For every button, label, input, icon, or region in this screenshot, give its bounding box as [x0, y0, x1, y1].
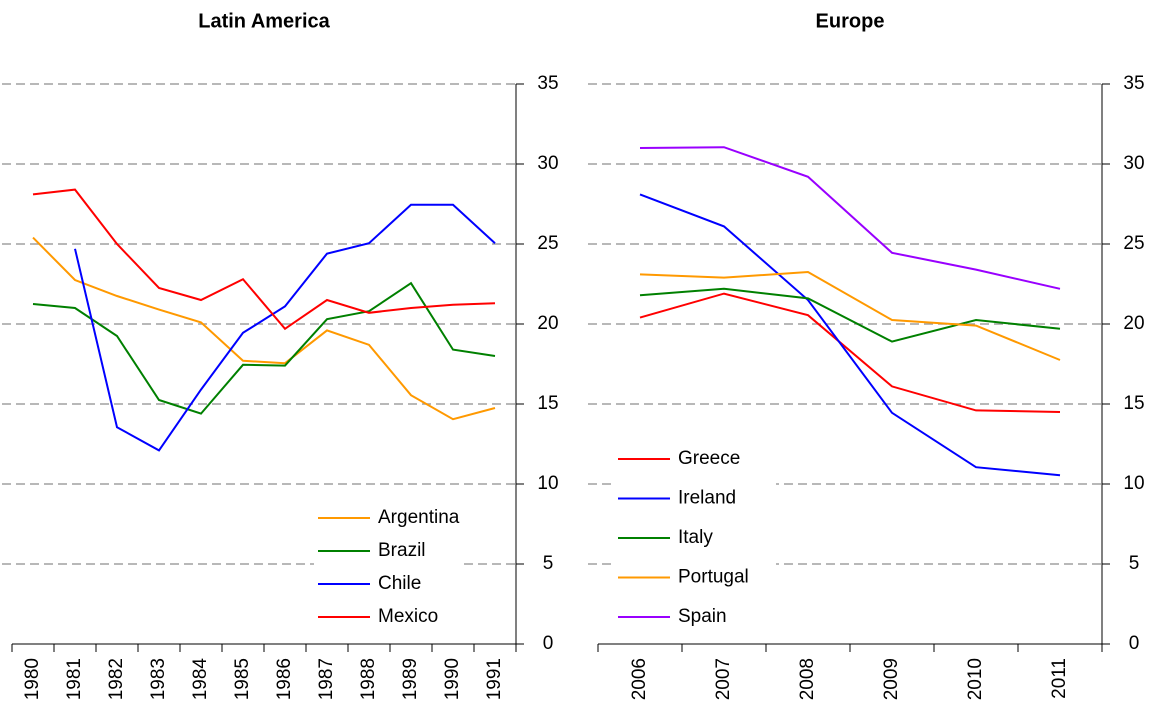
y-tick-label: 30 [1123, 153, 1144, 174]
y-tick-label: 30 [537, 153, 558, 174]
y-tick-label: 15 [537, 393, 558, 414]
y-tick-label: 20 [537, 313, 558, 334]
x-tick-label: 1986 [274, 658, 295, 700]
x-tick-label: 1981 [64, 658, 85, 700]
x-tick-label: 2008 [797, 658, 818, 700]
line [639, 270, 1061, 361]
y-tick-label: 5 [1129, 553, 1140, 574]
line [639, 193, 1061, 477]
x-tick-label: 2010 [965, 658, 986, 700]
y-tick-label: 5 [543, 553, 554, 574]
x-tick-label: 1982 [106, 658, 127, 700]
legend-box [314, 501, 462, 634]
y-tick-label: 0 [543, 633, 554, 654]
x-tick-label: 1983 [148, 658, 169, 700]
legend-label: Italy [678, 527, 713, 548]
y-tick-label: 15 [1123, 393, 1144, 414]
line [32, 236, 496, 421]
x-tick-label: 1980 [22, 658, 43, 700]
x-tick-label: 1984 [190, 658, 211, 701]
line [74, 203, 496, 452]
legend-label: Mexico [378, 606, 438, 627]
legend-label: Portugal [678, 567, 749, 588]
line [639, 292, 1061, 413]
y-tick-label: 10 [537, 473, 558, 494]
legend-label: Ireland [678, 488, 736, 509]
x-tick-label: 1987 [316, 658, 337, 700]
y-tick-label: 25 [537, 233, 558, 254]
x-tick-label: 2011 [1049, 658, 1070, 699]
legend-label: Chile [378, 573, 421, 594]
x-tick-label: 1985 [232, 658, 253, 700]
line [639, 287, 1061, 343]
legend-label: Greece [678, 448, 740, 469]
y-tick-label: 0 [1129, 633, 1140, 654]
line [639, 146, 1061, 290]
line [32, 188, 496, 331]
x-tick-label: 1990 [442, 658, 463, 700]
y-tick-label: 25 [1123, 233, 1144, 254]
line [32, 281, 496, 415]
x-tick-label: 2007 [713, 658, 734, 700]
x-tick-label: 2009 [881, 658, 902, 700]
y-tick-label: 35 [1123, 73, 1144, 94]
y-tick-label: 35 [537, 73, 558, 94]
y-tick-label: 20 [1123, 313, 1144, 334]
x-tick-label: 1989 [400, 658, 421, 700]
x-tick-label: 2006 [629, 658, 650, 700]
legend-label: Argentina [378, 507, 460, 528]
chart-title: Europe [816, 10, 885, 32]
x-tick-label: 1988 [358, 658, 379, 700]
x-tick-label: 1991 [484, 658, 505, 700]
legend-label: Spain [678, 606, 727, 627]
legend-label: Brazil [378, 540, 426, 561]
y-tick-label: 10 [1123, 473, 1144, 494]
chart-title: Latin America [198, 10, 330, 32]
